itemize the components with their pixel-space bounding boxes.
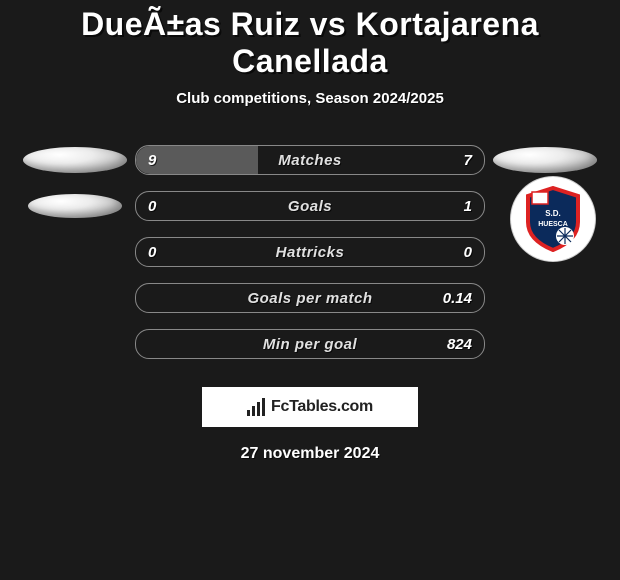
- footer-date: 27 november 2024: [0, 445, 620, 463]
- player-avatar-placeholder-icon: [23, 147, 127, 173]
- right-club-avatar-slot: S.D. HUESCA: [485, 183, 605, 229]
- page-title: DueÃ±as Ruiz vs Kortajarena Canellada: [0, 6, 620, 80]
- stat-bar: 0 Hattricks 0: [135, 237, 485, 267]
- player-avatar-placeholder-icon: [493, 147, 597, 173]
- stat-row: Goals per match 0.14: [0, 275, 620, 321]
- empty-slot: [15, 229, 135, 275]
- svg-text:HUESCA: HUESCA: [538, 221, 568, 228]
- empty-slot: [485, 321, 605, 367]
- branding-text: FcTables.com: [271, 398, 373, 416]
- empty-slot: [485, 275, 605, 321]
- shield-icon: S.D. HUESCA: [523, 186, 583, 252]
- stat-label: Matches: [136, 152, 484, 169]
- club-badge-huesca: S.D. HUESCA: [511, 177, 595, 261]
- stat-bar: 9 Matches 7: [135, 145, 485, 175]
- page-subtitle: Club competitions, Season 2024/2025: [0, 90, 620, 107]
- stat-row: 0 Goals 1 S.D. HUESCA: [0, 183, 620, 229]
- branding-badge[interactable]: FcTables.com: [202, 387, 418, 427]
- stat-label: Hattricks: [136, 244, 484, 261]
- stat-label: Min per goal: [136, 336, 484, 353]
- stat-bar: Goals per match 0.14: [135, 283, 485, 313]
- empty-slot: [15, 275, 135, 321]
- right-player-avatar-slot: [485, 137, 605, 183]
- stat-row: Min per goal 824: [0, 321, 620, 367]
- stat-label: Goals per match: [136, 290, 484, 307]
- stat-bar: Min per goal 824: [135, 329, 485, 359]
- stat-label: Goals: [136, 198, 484, 215]
- stat-bar: 0 Goals 1: [135, 191, 485, 221]
- stat-row: 9 Matches 7: [0, 137, 620, 183]
- club-avatar-placeholder-icon: [28, 194, 122, 218]
- empty-slot: [15, 321, 135, 367]
- bars-icon: [247, 398, 265, 416]
- left-player-avatar-slot: [15, 137, 135, 183]
- svg-text:S.D.: S.D.: [545, 209, 561, 218]
- comparison-table: 9 Matches 7 0 Goals 1: [0, 137, 620, 367]
- left-club-avatar-slot: [15, 183, 135, 229]
